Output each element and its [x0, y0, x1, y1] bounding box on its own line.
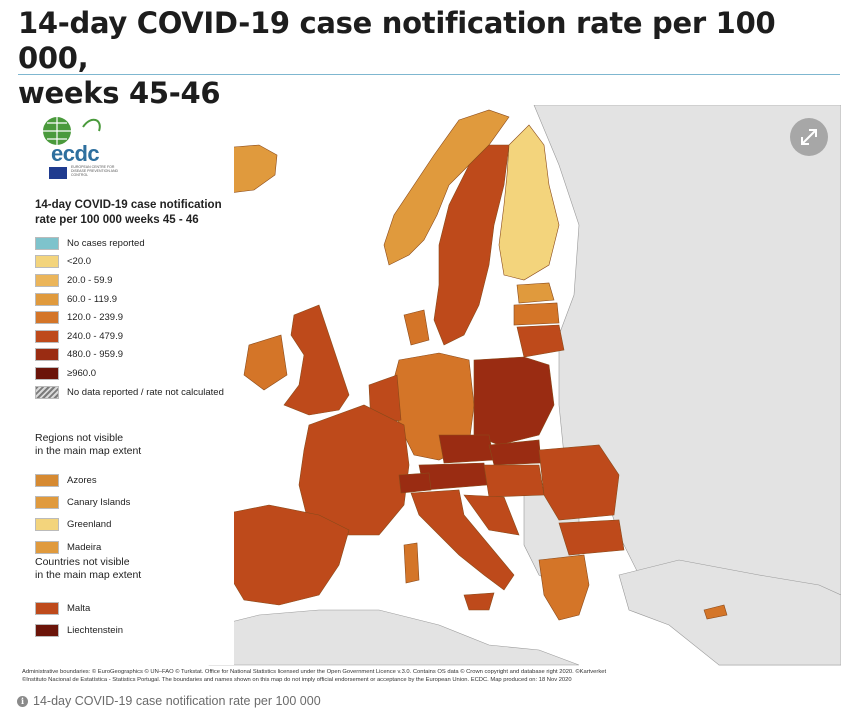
country-label: Malta	[67, 602, 91, 614]
region-croatia	[463, 494, 520, 536]
regions-heading: Regions not visible in the main map exte…	[35, 432, 225, 458]
region-swatch	[35, 495, 59, 509]
attribution-line-1: Administrative boundaries: © EuroGeograp…	[22, 669, 607, 675]
country-swatch	[35, 601, 59, 615]
legend-swatch	[35, 311, 59, 325]
legend-swatch	[35, 255, 59, 269]
region-finland	[498, 124, 560, 281]
legend-swatch	[35, 329, 59, 343]
legend-swatch-hatched	[35, 385, 59, 399]
legend-title-line-1: 14-day COVID-19 case notification	[35, 199, 222, 211]
expand-arrows-icon	[801, 129, 817, 145]
region-item: Madeira	[35, 536, 130, 558]
legend-item: 20.0 - 59.9	[35, 271, 224, 290]
legend-item: 240.0 - 479.9	[35, 327, 224, 346]
legend-title-line-2: rate per 100 000 weeks 45 - 46	[35, 214, 199, 226]
page-title-line-1: 14-day COVID-19 case notification rate p…	[18, 6, 776, 75]
expand-map-button[interactable]	[790, 118, 828, 156]
region-lithuania	[516, 324, 565, 358]
country-label: Liechtenstein	[67, 624, 123, 636]
country-swatch	[35, 623, 59, 637]
countries-heading: Countries not visible in the main map ex…	[35, 556, 225, 582]
legend-label: 120.0 - 239.9	[67, 312, 123, 324]
legend-label: 480.0 - 959.9	[67, 349, 123, 361]
legend-item: ≥960.0	[35, 364, 224, 383]
region-estonia	[516, 282, 555, 304]
region-item: Greenland	[35, 514, 130, 536]
region-switzerland	[398, 472, 432, 494]
region-label: Azores	[67, 474, 97, 486]
region-sicily	[463, 592, 495, 611]
info-icon: i	[17, 695, 28, 707]
legend-swatch	[35, 292, 59, 306]
countries-heading-line-2: in the main map extent	[35, 569, 142, 581]
legend-swatch	[35, 366, 59, 380]
caption-text: 14-day COVID-19 case notification rate p…	[33, 694, 321, 708]
page-title-line-2: weeks 45-46	[18, 76, 221, 110]
legend-label: No cases reported	[67, 237, 145, 249]
legend-label: No data reported / rate not calculated	[67, 386, 224, 398]
land-turkey	[618, 559, 841, 666]
region-norway	[383, 109, 510, 266]
eu-flag-icon	[49, 167, 67, 179]
region-item: Azores	[35, 469, 130, 491]
region-romania	[538, 444, 620, 521]
legend-item: No cases reported	[35, 234, 224, 253]
legend-swatch	[35, 273, 59, 287]
country-item: Liechtenstein	[35, 619, 123, 641]
attribution-line-2: ©Instituto Nacional de Estatística - Sta…	[22, 676, 572, 683]
legend-label: 240.0 - 479.9	[67, 330, 123, 342]
map-legend: ecdc EUROPEAN CENTRE FOR DISEASE PREVENT…	[19, 105, 234, 665]
land-north-africa	[208, 609, 580, 666]
title-divider	[18, 74, 840, 75]
countries-heading-line-1: Countries not visible	[35, 556, 130, 568]
legend-swatch	[35, 348, 59, 362]
region-czechia	[438, 434, 495, 464]
region-ireland	[243, 334, 288, 391]
regions-list: Azores Canary Islands Greenland Madeira	[35, 469, 130, 558]
legend-label: ≥960.0	[67, 367, 96, 379]
region-italy	[410, 489, 515, 591]
legend-title: 14-day COVID-19 case notification rate p…	[35, 198, 235, 228]
region-label: Greenland	[67, 519, 112, 531]
region-swatch	[35, 540, 59, 554]
legend-rate-classes: No cases reported <20.0 20.0 - 59.9 60.0…	[35, 234, 224, 401]
region-hungary	[483, 464, 545, 498]
legend-label: <20.0	[67, 256, 92, 268]
region-united-kingdom	[283, 304, 350, 416]
region-latvia	[513, 302, 560, 326]
map-attribution: Administrative boundaries: © EuroGeograp…	[19, 667, 841, 690]
region-swatch	[35, 473, 59, 487]
country-item: Malta	[35, 597, 123, 619]
regions-heading-line-1: Regions not visible	[35, 432, 124, 444]
region-label: Madeira	[67, 541, 102, 553]
legend-label: 60.0 - 119.9	[67, 293, 118, 305]
region-label: Canary Islands	[67, 496, 131, 508]
legend-item: 60.0 - 119.9	[35, 290, 224, 309]
map-figure[interactable]: ecdc EUROPEAN CENTRE FOR DISEASE PREVENT…	[19, 105, 841, 690]
ecdc-logo	[43, 117, 101, 145]
legend-item: 120.0 - 239.9	[35, 308, 224, 327]
region-swatch	[35, 518, 59, 532]
region-denmark	[403, 309, 430, 346]
region-france	[298, 404, 410, 536]
region-item: Canary Islands	[35, 491, 130, 513]
region-greece	[538, 554, 590, 621]
regions-heading-line-2: in the main map extent	[35, 445, 142, 457]
ecdc-logo-text: ecdc	[51, 141, 100, 166]
legend-label: 20.0 - 59.9	[67, 274, 113, 286]
legend-item: 480.0 - 959.9	[35, 346, 224, 365]
legend-swatch	[35, 236, 59, 250]
region-cyprus	[703, 604, 728, 620]
countries-list: Malta Liechtenstein	[35, 597, 123, 642]
region-sweden	[433, 144, 510, 346]
region-bulgaria	[558, 519, 625, 556]
legend-item: No data reported / rate not calculated	[35, 383, 224, 402]
ecdc-logo-subtitle: EUROPEAN CENTRE FOR DISEASE PREVENTION A…	[71, 165, 119, 177]
region-sardinia	[403, 542, 420, 584]
legend-item: <20.0	[35, 253, 224, 272]
figure-caption: i 14-day COVID-19 case notification rate…	[17, 694, 321, 708]
page-title: 14-day COVID-19 case notification rate p…	[18, 6, 848, 111]
